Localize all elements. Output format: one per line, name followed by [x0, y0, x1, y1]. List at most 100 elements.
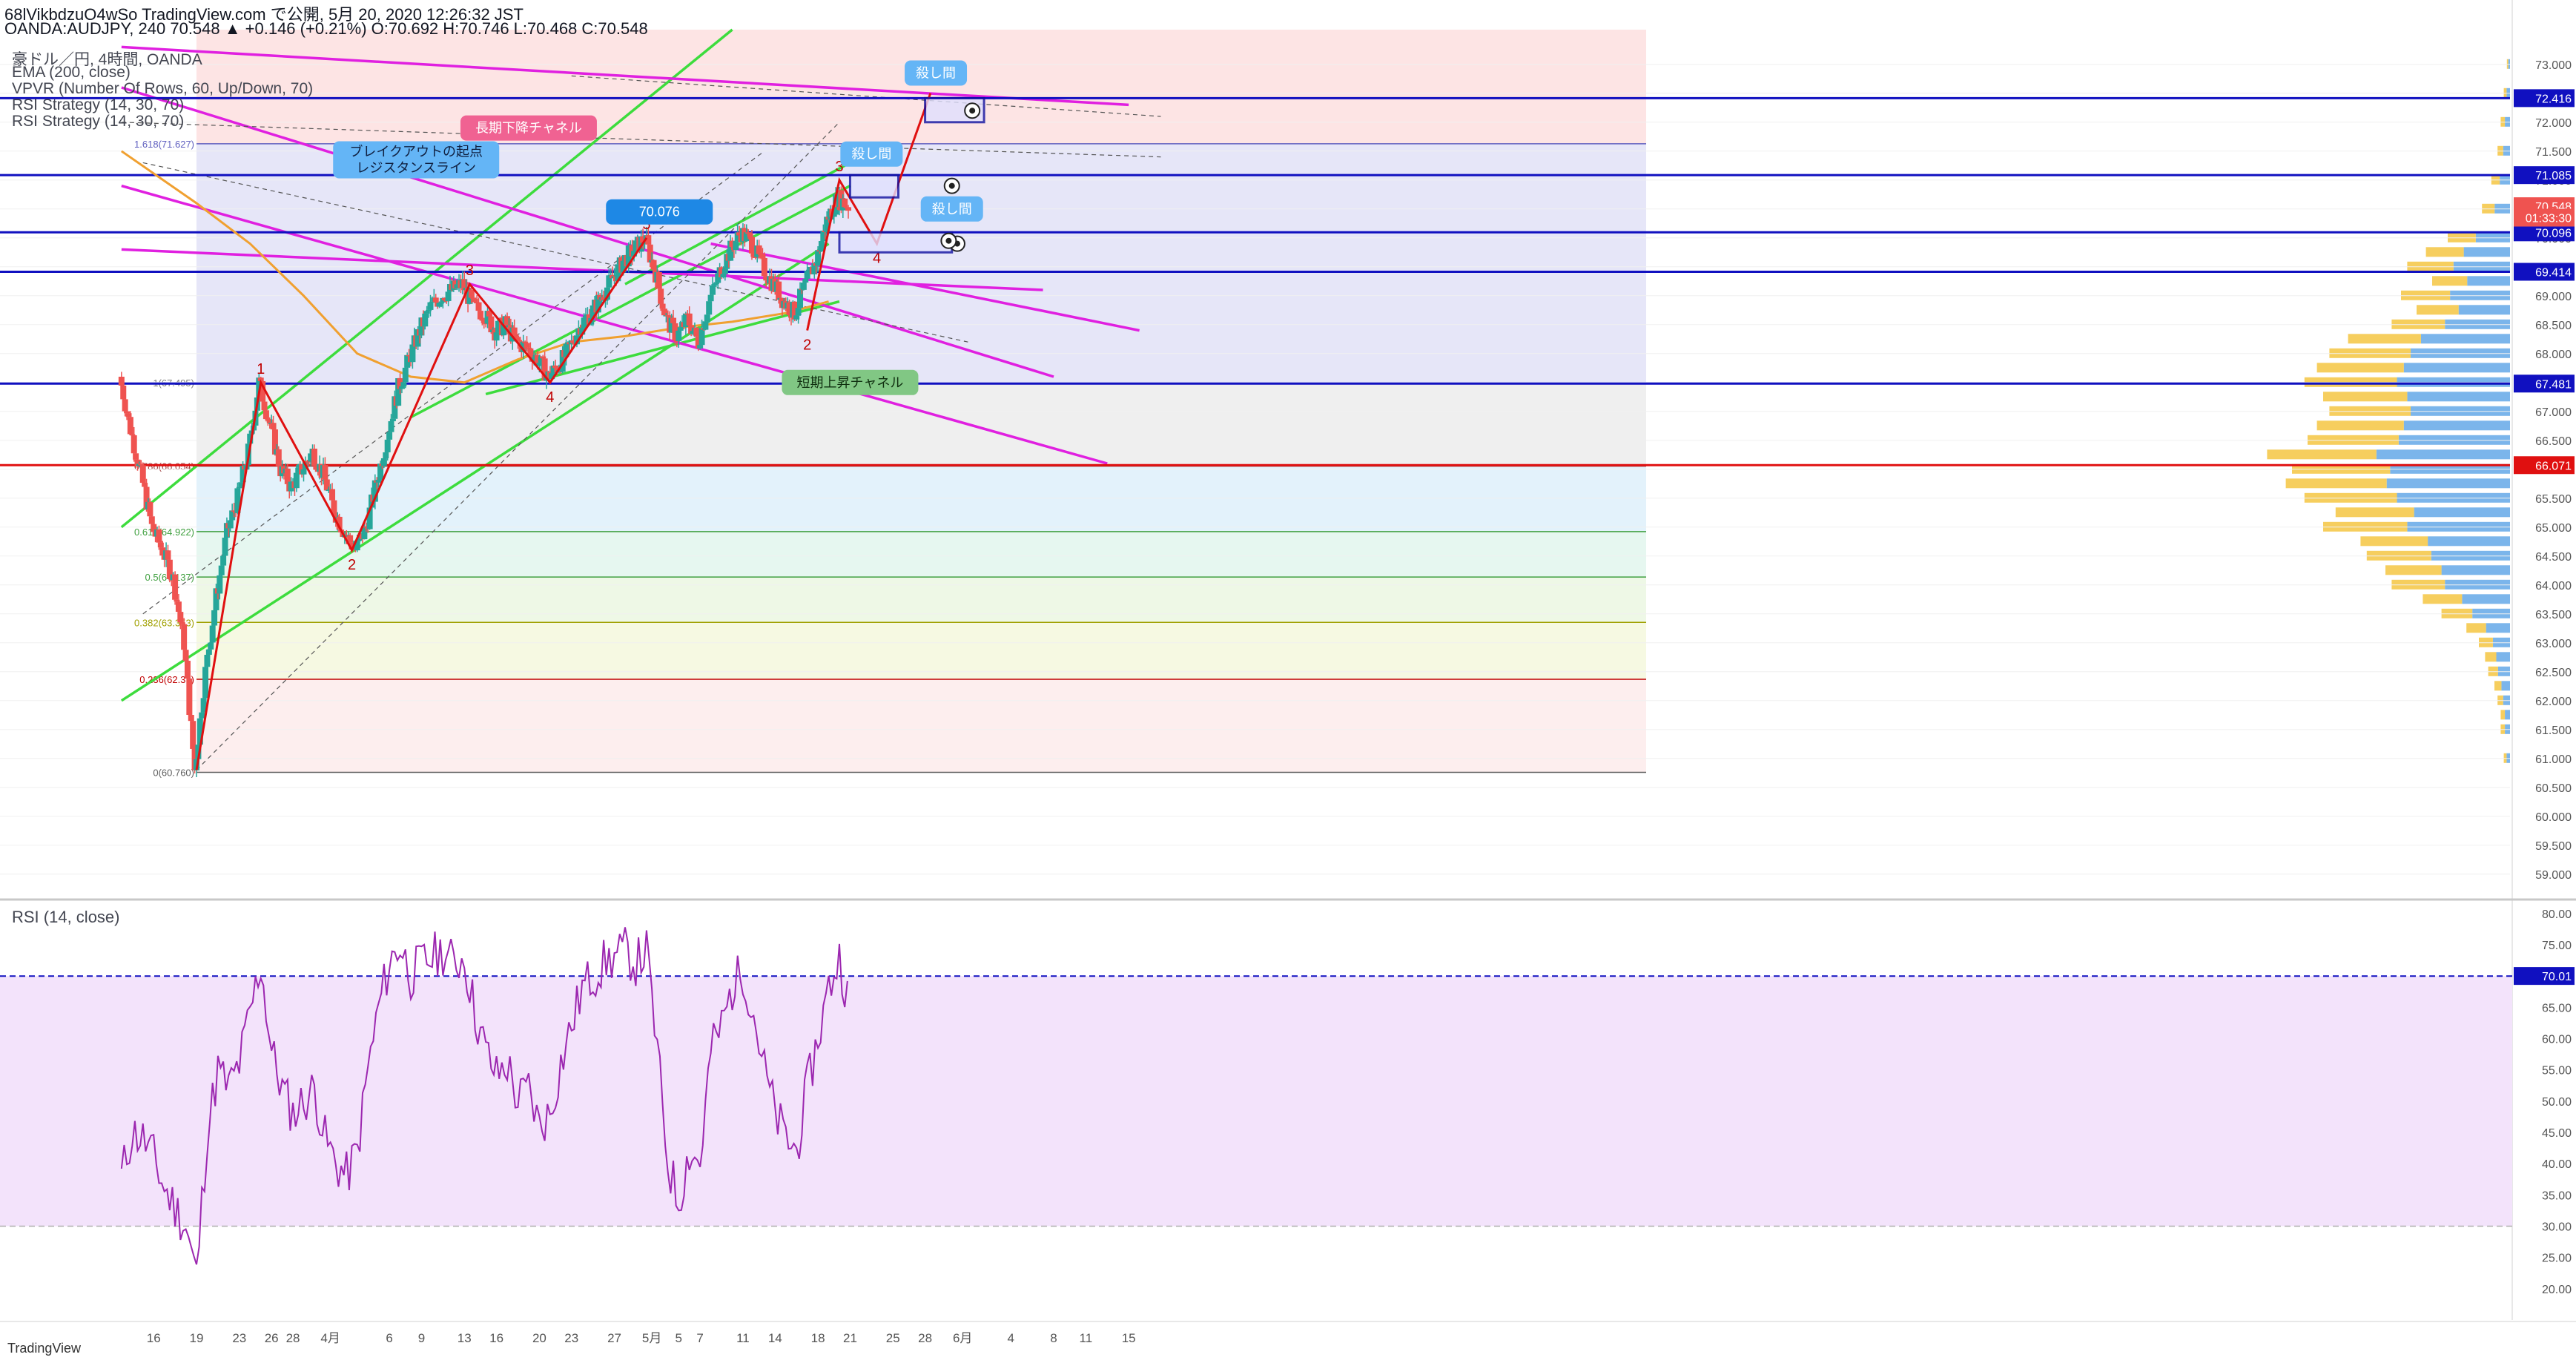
candle-body [541, 358, 548, 381]
vpvr-down-bar-29 [2385, 565, 2442, 575]
indicator-ema-label[interactable]: EMA (200, close) [12, 64, 131, 81]
candle-body [747, 234, 753, 237]
indicator-rsi-strategy-label-2[interactable]: RSI Strategy (14, 30, 70) [12, 113, 185, 130]
candle-body [196, 718, 203, 745]
candle-body [800, 283, 807, 290]
candle-body [658, 288, 664, 304]
candle-body [184, 661, 191, 679]
candle-body [797, 288, 804, 308]
candle-body [806, 269, 813, 271]
fib-label-6: 0.236(62.37) [139, 674, 194, 685]
rsi-tick-8: 40.00 [2542, 1158, 2572, 1171]
candle-body [516, 341, 523, 343]
vpvr-down-bar-37 [2494, 681, 2502, 691]
price-tick-21: 62.500 [2535, 667, 2572, 679]
candle-body [213, 588, 219, 610]
candle-body [815, 250, 822, 266]
candle-body [336, 516, 343, 530]
candle-body [601, 297, 607, 300]
candle-body [432, 297, 439, 303]
candle-body [486, 311, 492, 317]
candle-body [786, 303, 793, 315]
candle-body [293, 472, 300, 489]
candle-body [257, 377, 264, 381]
candle-body [143, 486, 150, 510]
candle-body [395, 377, 402, 406]
dashed-guide-2 [121, 122, 1161, 158]
rsi-pane-title[interactable]: RSI (14, close) [12, 908, 120, 926]
candle-body [120, 385, 127, 400]
rsi-band [0, 976, 2512, 1227]
vpvr-down-bar-21 [2267, 449, 2377, 460]
candle-body [311, 449, 317, 466]
candle-body [511, 327, 518, 336]
vpvr-up-bar-39 [2505, 710, 2510, 720]
candle-body [631, 251, 638, 257]
candle-body [188, 715, 194, 722]
callout-1 [333, 141, 500, 179]
fib-zone-618 [196, 531, 1646, 578]
vpvr-down-bar-27 [2360, 536, 2428, 547]
candle-body [400, 382, 407, 386]
candle-body [468, 289, 475, 298]
vpvr-down-bar-31 [2423, 594, 2463, 604]
time-tick-23: 4 [1007, 1331, 1014, 1345]
candle-body [776, 281, 782, 300]
candle-body [124, 411, 131, 414]
candle-body [175, 601, 182, 613]
rsi-tick-6: 50.00 [2542, 1096, 2572, 1109]
candle-body [139, 465, 146, 484]
candle-body [719, 267, 725, 277]
candle-body [647, 244, 653, 263]
candle-body [595, 294, 601, 313]
candle-body [200, 698, 207, 713]
candle-body [804, 271, 810, 279]
candle-body [676, 330, 682, 341]
indicator-symbol-label[interactable]: 豪ドル／円, 4時間, OANDA [12, 51, 202, 68]
level-label-0: 72.416 [2535, 93, 2572, 105]
candle-body [329, 489, 336, 501]
candle-body [670, 317, 677, 323]
indicator-rsi-strategy-label[interactable]: RSI Strategy (14, 30, 70) [12, 96, 185, 113]
candle-body [697, 345, 704, 349]
price-tick-16: 65.000 [2535, 522, 2572, 535]
time-tick-8: 13 [458, 1331, 472, 1345]
candle-body [172, 574, 179, 600]
candle-body [238, 482, 245, 487]
price-tick-0: 73.000 [2535, 59, 2572, 72]
candle-body [750, 253, 757, 257]
candle-body [323, 479, 330, 491]
candle-body [125, 413, 132, 418]
price-tick-8: 69.000 [2535, 291, 2572, 303]
indicator-vpvr-label[interactable]: VPVR (Number Of Rows, 60, Up/Down, 70) [12, 80, 314, 97]
candle-body [166, 559, 173, 579]
candle-body [795, 308, 802, 316]
candle-body [402, 367, 409, 383]
callout-3 [905, 60, 968, 86]
vpvr-up-bar-7 [2463, 247, 2510, 257]
candle-body [375, 480, 382, 483]
time-tick-7: 9 [418, 1331, 425, 1345]
time-tick-13: 5月 [642, 1331, 661, 1345]
candle-body [715, 273, 721, 283]
price-tick-28: 59.000 [2535, 869, 2572, 882]
candle-body [688, 325, 695, 334]
candle-body [415, 329, 421, 347]
candle-body [218, 565, 225, 575]
candle-body [748, 237, 755, 254]
vpvr-down-bar-35 [2485, 652, 2497, 662]
channel-line-8 [121, 248, 1043, 291]
time-tick-19: 21 [843, 1331, 857, 1345]
price-tick-20: 63.000 [2535, 638, 2572, 650]
candle-body [720, 274, 727, 277]
vpvr-up-bar-13 [2420, 334, 2510, 344]
candle-body [581, 317, 587, 329]
time-tick-18: 18 [811, 1331, 825, 1345]
candle-body [570, 340, 577, 343]
vpvr-up-bar-15 [2403, 363, 2510, 373]
vpvr-down-bar-11 [2417, 305, 2459, 315]
candle-body [174, 599, 180, 602]
rsi-tick-4: 60.00 [2542, 1034, 2572, 1046]
candle-body [295, 467, 302, 473]
fib-zone-top [196, 30, 1646, 145]
